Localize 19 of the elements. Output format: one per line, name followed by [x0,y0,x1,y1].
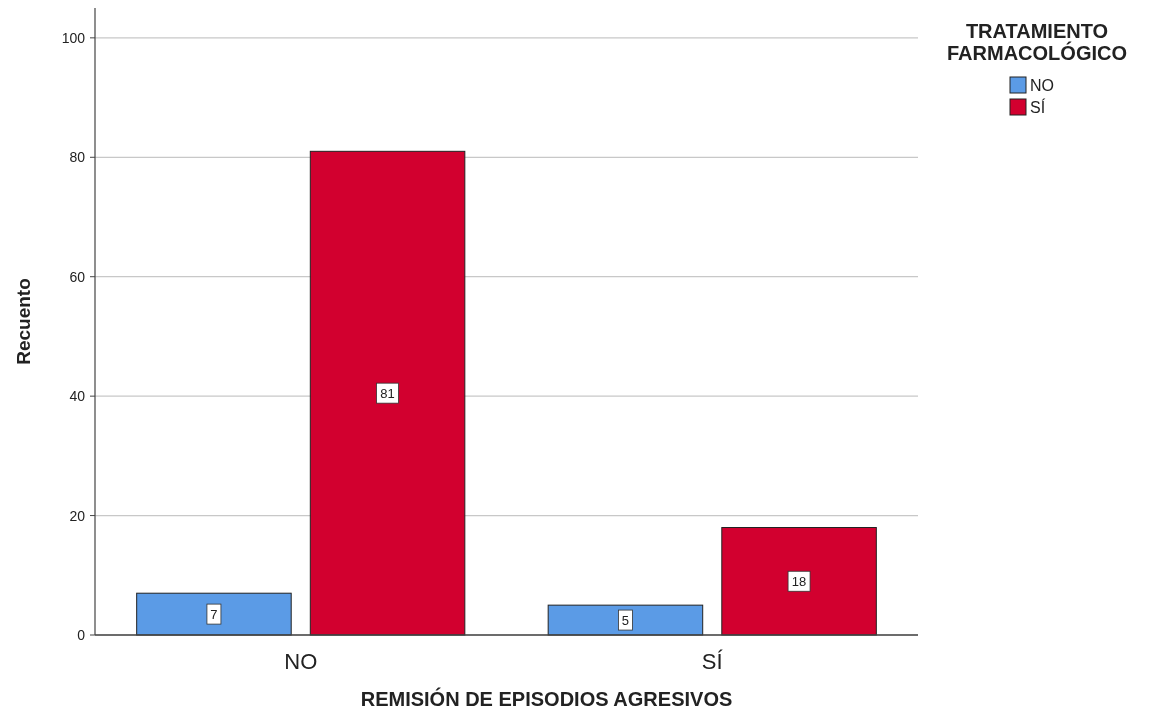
y-tick-label: 60 [69,268,86,285]
bar [721,527,877,636]
bar [136,592,292,636]
legend-label: SÍ [1030,98,1046,116]
y-axis-title: Recuento [13,278,34,365]
y-tick-label: 40 [69,388,86,405]
y-tick-label: 0 [77,627,86,643]
y-tick-label: 20 [69,507,86,524]
y-tick-label: 100 [61,29,86,46]
bar [309,150,466,636]
bar [547,604,704,636]
x-axis-title: REMISIÓN DE EPISODIOS AGRESIVOS [360,687,733,710]
y-tick-label: 80 [69,149,86,166]
legend-label: NO [1030,77,1054,94]
data-label: 81 [380,386,395,402]
legend-title: TRATAMIENTO FARMACOLÓGICO [947,20,1127,64]
data-label: 7 [210,607,218,623]
data-label: 5 [621,613,630,629]
data-label: 18 [791,574,807,590]
